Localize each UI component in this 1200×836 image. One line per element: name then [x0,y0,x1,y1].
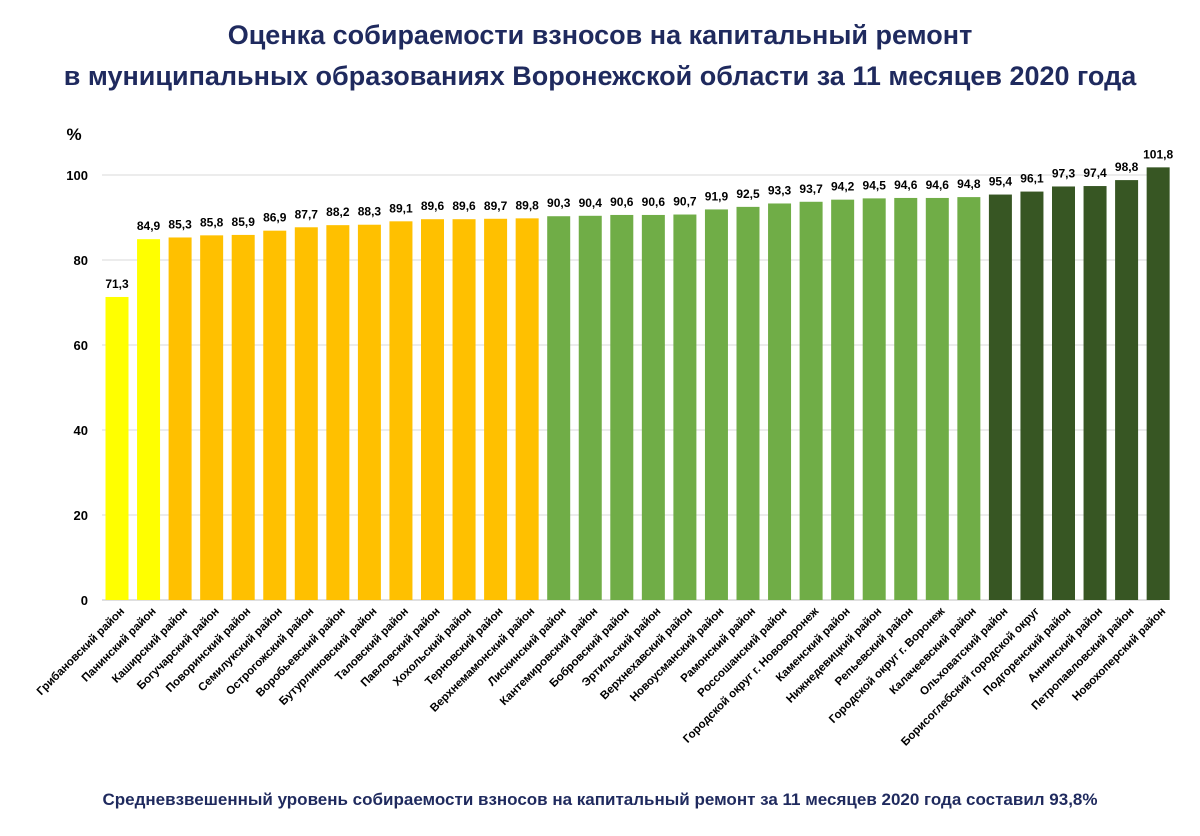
data-label: 98,8 [1115,160,1139,174]
bar [578,215,602,601]
data-label: 94,8 [957,177,981,191]
bar [484,218,508,600]
bar [1146,167,1170,600]
data-label: 84,9 [137,219,161,233]
data-label: 90,6 [642,195,666,209]
bar [957,197,981,600]
bar [231,234,255,601]
data-label: 90,7 [673,195,697,209]
bar [263,230,287,601]
bar [925,197,949,600]
data-label: 85,3 [168,217,192,231]
y-axis-label: % [66,125,81,144]
data-label: 93,7 [799,182,823,196]
data-label: 86,9 [263,211,287,225]
data-label: 89,6 [421,199,445,213]
bar [1052,186,1075,600]
bar [862,198,886,600]
data-label: 90,3 [547,196,571,210]
data-label: 94,5 [863,178,887,192]
bar [988,194,1012,601]
bar [200,235,224,600]
y-tick-label: 100 [66,168,88,183]
data-label: 90,6 [610,195,634,209]
data-label: 88,2 [326,205,350,219]
chart-title-line-1: Оценка собираемости взносов на капитальн… [227,20,973,50]
chart-title-line-2: в муниципальных образованиях Воронежской… [63,61,1137,91]
y-tick-label: 20 [74,508,88,523]
data-label: 89,8 [515,198,539,212]
bar [515,218,539,600]
bar [831,199,855,600]
y-tick-label: 0 [81,593,88,608]
bar [452,219,476,600]
bar [704,209,728,601]
bar [168,237,192,600]
bar [547,216,571,600]
y-tick-label: 40 [74,423,88,438]
bar [357,224,381,600]
bar [1083,186,1107,601]
bar [736,206,760,600]
data-label: 94,2 [831,180,855,194]
data-label: 87,7 [295,207,319,221]
data-label: 85,9 [232,215,256,229]
data-label: 101,8 [1143,147,1173,161]
category-label: Городской округ г. Воронеж [827,605,948,726]
bar [799,201,823,600]
bar [105,296,129,600]
data-label: 96,1 [1020,172,1044,186]
bar [1020,191,1044,600]
data-label: 97,4 [1083,166,1107,180]
chart-footnote: Средневзвешенный уровень собираемости вз… [102,790,1098,809]
bar [610,214,634,600]
bar [768,203,792,600]
bar [294,227,318,600]
data-label: 95,4 [989,175,1013,189]
data-label: 93,3 [768,183,792,197]
data-label: 85,8 [200,215,224,229]
data-label: 90,4 [579,196,603,210]
data-label: 97,3 [1052,166,1076,180]
data-label: 91,9 [705,189,729,203]
data-label: 89,6 [452,199,476,213]
data-label: 94,6 [926,178,950,192]
bar [673,214,697,600]
data-label: 88,3 [358,205,382,219]
data-label: 71,3 [105,277,129,291]
bar [641,214,665,600]
data-label: 94,6 [894,178,918,192]
data-label: 89,7 [484,199,508,213]
bar [421,219,444,600]
data-label: 89,1 [389,201,413,215]
bar [894,197,918,600]
bar [326,225,350,600]
bar [389,221,413,600]
bar [137,239,161,601]
data-label: 92,5 [736,187,760,201]
bar [1115,180,1139,600]
y-tick-label: 80 [74,253,88,268]
y-tick-label: 60 [74,338,88,353]
